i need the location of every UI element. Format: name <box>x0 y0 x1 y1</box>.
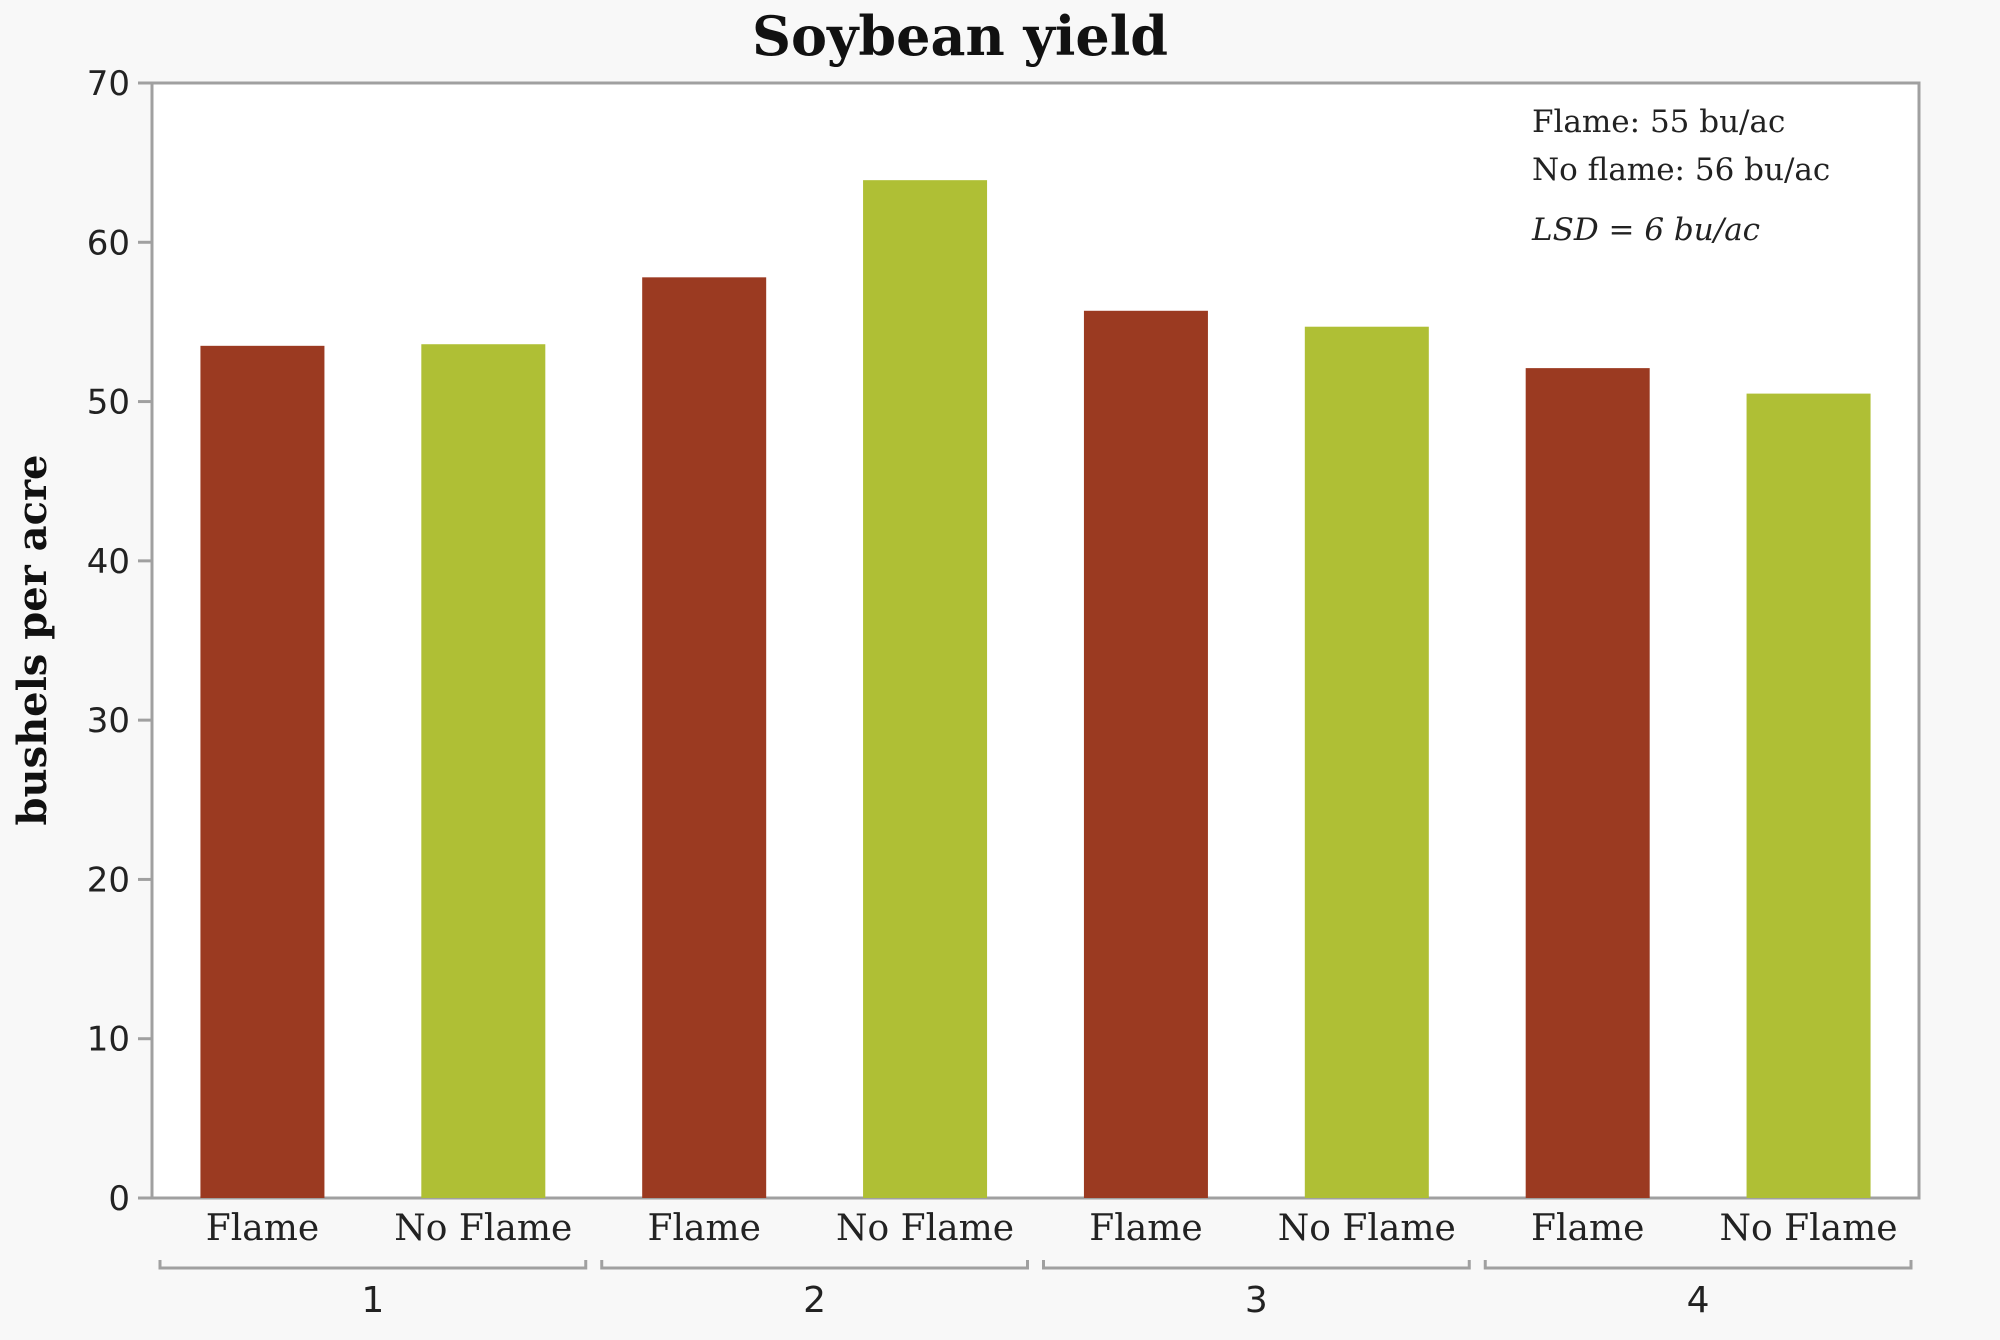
group-bracket <box>1042 1260 1471 1270</box>
group-bracket <box>158 1260 588 1270</box>
bar-flame <box>200 345 325 1199</box>
x-tick-label: No Flame <box>836 1208 1014 1249</box>
bar-no-flame <box>421 344 546 1198</box>
bars <box>200 180 1871 1199</box>
plot-area <box>150 81 1921 1200</box>
bar-no-flame <box>863 180 988 1198</box>
bar-no-flame <box>1746 393 1871 1198</box>
y-tick-label: 30 <box>87 701 130 741</box>
y-axis-label: bushels per acre <box>9 455 56 826</box>
chart-title: Soybean yield <box>752 4 1168 68</box>
group-bracket <box>1483 1260 1913 1270</box>
y-tick-label: 70 <box>87 64 130 104</box>
group-label: 3 <box>1245 1280 1268 1321</box>
y-tick-label: 20 <box>87 860 130 900</box>
annotation-box: Flame: 55 bu/ac No flame: 56 bu/ac LSD =… <box>1531 104 1830 248</box>
x-tick-label: Flame <box>1089 1208 1202 1249</box>
y-tick-label: 10 <box>87 1020 130 1060</box>
y-tick-label: 0 <box>108 1179 130 1219</box>
y-tick-label: 60 <box>87 223 130 263</box>
group-bracket <box>600 1260 1029 1270</box>
bar-flame <box>1083 310 1208 1198</box>
x-tick-label: No Flame <box>394 1208 572 1249</box>
annotation-noflame-mean: No flame: 56 bu/ac <box>1532 152 1830 188</box>
bar-flame <box>642 277 767 1198</box>
group-label: 1 <box>361 1280 384 1321</box>
group-labels: 1 2 3 4 <box>158 1260 1913 1321</box>
y-tick-label: 50 <box>87 383 130 423</box>
x-tick-label: Flame <box>647 1208 760 1249</box>
x-tick-label: Flame <box>206 1208 319 1249</box>
group-label: 4 <box>1687 1280 1710 1321</box>
group-label: 2 <box>803 1280 826 1321</box>
x-tick-label: Flame <box>1531 1208 1644 1249</box>
y-tick-label: 40 <box>87 542 130 582</box>
x-tick-label: No Flame <box>1720 1208 1898 1249</box>
x-tick-label: No Flame <box>1278 1208 1456 1249</box>
bar-flame <box>1525 368 1650 1198</box>
annotation-flame-mean: Flame: 55 bu/ac <box>1532 104 1785 140</box>
bar-no-flame <box>1304 326 1429 1198</box>
annotation-lsd: LSD = 6 bu/ac <box>1531 212 1760 248</box>
y-axis-ticks: 0 10 20 30 40 50 60 70 <box>87 64 152 1219</box>
x-axis-ticks: Flame No Flame Flame No Flame Flame No Flame F… <box>206 1208 1898 1249</box>
